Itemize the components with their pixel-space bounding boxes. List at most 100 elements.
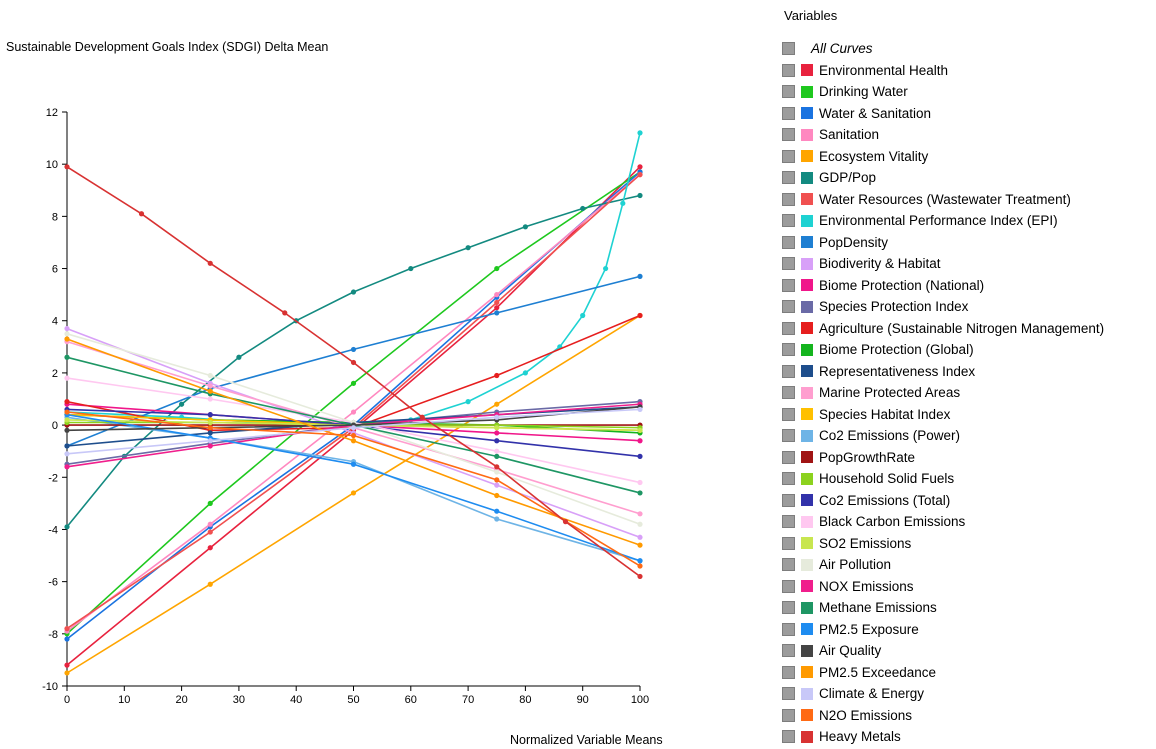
legend-item[interactable]: Heavy Metals	[782, 726, 1152, 748]
legend-label: Marine Protected Areas	[819, 385, 961, 401]
checkbox-icon[interactable]	[782, 665, 795, 679]
y-tick-label: 12	[46, 107, 58, 119]
legend-item[interactable]: Biome Protection (National)	[782, 275, 1152, 297]
checkbox-icon[interactable]	[782, 644, 795, 658]
series-point	[637, 521, 643, 527]
checkbox-icon[interactable]	[782, 106, 795, 120]
series-point	[207, 425, 213, 431]
checkbox-icon[interactable]	[782, 536, 795, 550]
legend-item[interactable]: Biome Protection (Global)	[782, 339, 1152, 361]
checkbox-icon[interactable]	[782, 708, 795, 722]
checkbox-icon[interactable]	[782, 622, 795, 636]
checkbox-icon[interactable]	[782, 300, 795, 314]
legend-item[interactable]: Water Resources (Wastewater Treatment)	[782, 189, 1152, 211]
legend-item[interactable]: N2O Emissions	[782, 705, 1152, 727]
series-point	[637, 427, 643, 433]
legend-label: Black Carbon Emissions	[819, 514, 966, 530]
legend-item[interactable]: Water & Sanitation	[782, 103, 1152, 125]
series-point	[64, 662, 70, 668]
checkbox-icon[interactable]	[782, 321, 795, 335]
legend-item[interactable]: Species Habitat Index	[782, 404, 1152, 426]
legend-item[interactable]: Household Solid Fuels	[782, 468, 1152, 490]
series-point	[637, 164, 643, 170]
series-point	[494, 414, 500, 420]
checkbox-icon[interactable]	[782, 171, 795, 185]
legend-item[interactable]: Black Carbon Emissions	[782, 511, 1152, 533]
legend-item[interactable]: Species Protection Index	[782, 296, 1152, 318]
legend-item[interactable]: Ecosystem Vitality	[782, 146, 1152, 168]
legend-item[interactable]: PopDensity	[782, 232, 1152, 254]
series-point	[637, 490, 643, 496]
legend-label: Representativeness Index	[819, 363, 976, 379]
checkbox-icon[interactable]	[782, 149, 795, 163]
checkbox-icon[interactable]	[782, 730, 795, 744]
x-tick-label: 20	[175, 694, 187, 706]
checkbox-icon[interactable]	[782, 278, 795, 292]
legend-item[interactable]: Representativeness Index	[782, 361, 1152, 383]
checkbox-icon[interactable]	[782, 63, 795, 77]
series-point	[494, 508, 500, 514]
series-point	[207, 383, 213, 389]
legend-item[interactable]: Environmental Performance Index (EPI)	[782, 210, 1152, 232]
legend-item[interactable]: NOX Emissions	[782, 576, 1152, 598]
series-point	[64, 336, 70, 342]
checkbox-icon[interactable]	[782, 472, 795, 486]
legend-item[interactable]: Co2 Emissions (Power)	[782, 425, 1152, 447]
legend-item-all[interactable]: All Curves	[782, 38, 1152, 60]
legend-item[interactable]: PM2.5 Exposure	[782, 619, 1152, 641]
legend-item[interactable]: GDP/Pop	[782, 167, 1152, 189]
legend-item[interactable]: Marine Protected Areas	[782, 382, 1152, 404]
checkbox-icon[interactable]	[782, 85, 795, 99]
legend-swatch	[801, 558, 813, 571]
checkbox-icon[interactable]	[782, 214, 795, 228]
legend-item[interactable]: PM2.5 Exceedance	[782, 662, 1152, 684]
checkbox-icon[interactable]	[782, 601, 795, 615]
legend-item[interactable]: Air Quality	[782, 640, 1152, 662]
legend-label: Sanitation	[819, 127, 880, 143]
series-point	[64, 670, 70, 676]
series-point	[620, 200, 626, 206]
checkbox-icon[interactable]	[782, 407, 795, 421]
legend-item[interactable]: Biodiverity & Habitat	[782, 253, 1152, 275]
checkbox-icon[interactable]	[782, 128, 795, 142]
legend-label: Water & Sanitation	[819, 105, 932, 121]
checkbox-icon[interactable]	[782, 687, 795, 701]
checkbox-icon[interactable]	[782, 192, 795, 206]
checkbox-icon[interactable]	[782, 429, 795, 443]
legend-swatch	[801, 408, 813, 421]
legend-item[interactable]: Environmental Health	[782, 60, 1152, 82]
legend-item[interactable]: Climate & Energy	[782, 683, 1152, 705]
legend-item[interactable]: PopGrowthRate	[782, 447, 1152, 469]
legend-swatch	[801, 85, 813, 98]
series-point	[494, 438, 500, 444]
checkbox-icon[interactable]	[782, 515, 795, 529]
series-point	[465, 399, 471, 405]
legend-item[interactable]: Agriculture (Sustainable Nitrogen Manage…	[782, 318, 1152, 340]
checkbox-icon[interactable]	[782, 257, 795, 271]
x-tick-label: 50	[347, 694, 359, 706]
legend-item[interactable]: SO2 Emissions	[782, 533, 1152, 555]
checkbox-icon[interactable]	[782, 343, 795, 357]
legend-item[interactable]: Co2 Emissions (Total)	[782, 490, 1152, 512]
legend-item[interactable]: Methane Emissions	[782, 597, 1152, 619]
legend-label: Household Solid Fuels	[819, 471, 955, 487]
checkbox-icon[interactable]	[782, 558, 795, 572]
legend-label: Species Protection Index	[819, 299, 969, 315]
checkbox-icon[interactable]	[782, 42, 795, 56]
checkbox-icon[interactable]	[782, 579, 795, 593]
legend-item[interactable]: Drinking Water	[782, 81, 1152, 103]
checkbox-icon[interactable]	[782, 235, 795, 249]
legend-swatch	[801, 429, 813, 442]
legend-swatch	[801, 494, 813, 507]
legend-label: Co2 Emissions (Power)	[819, 428, 961, 444]
checkbox-icon[interactable]	[782, 386, 795, 400]
series-point	[207, 545, 213, 551]
legend-swatch	[801, 64, 813, 77]
series-point	[408, 265, 414, 272]
series-point	[179, 401, 185, 407]
checkbox-icon[interactable]	[782, 364, 795, 378]
checkbox-icon[interactable]	[782, 450, 795, 464]
legend-item[interactable]: Sanitation	[782, 124, 1152, 146]
legend-item[interactable]: Air Pollution	[782, 554, 1152, 576]
checkbox-icon[interactable]	[782, 493, 795, 507]
